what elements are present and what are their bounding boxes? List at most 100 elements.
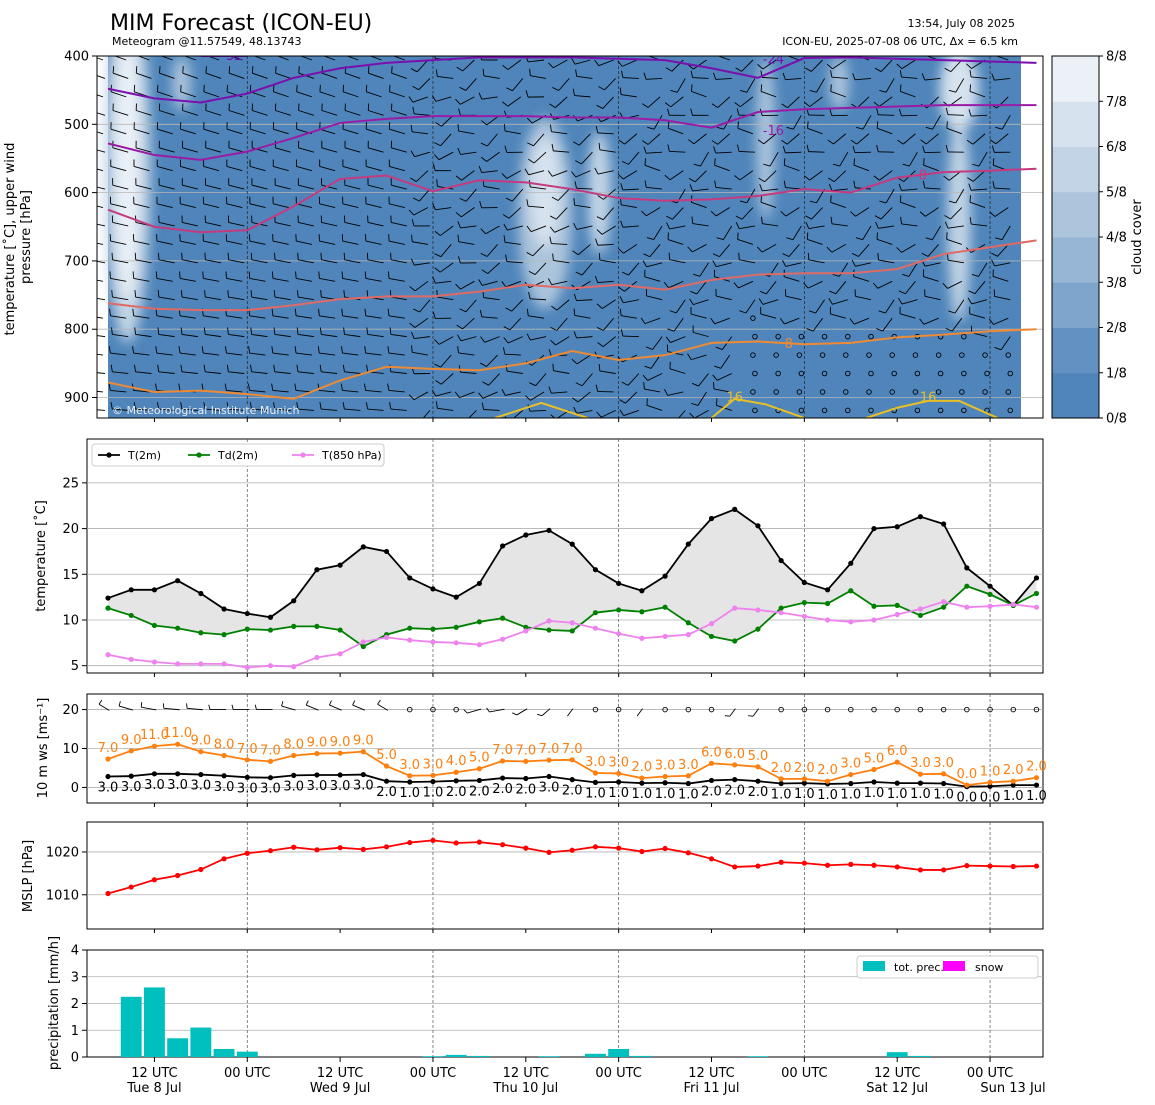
wind-series-point: [337, 750, 343, 756]
wind-barb-flag: [341, 346, 343, 354]
calm-wind-marker: [819, 352, 826, 358]
isotherm-line: [107, 56, 1037, 104]
wind-barb-flag: [828, 183, 833, 191]
wind-barb-flag: [664, 174, 671, 181]
wind-barb: [159, 110, 175, 116]
wind-barb: [576, 225, 593, 230]
wind-barb: [97, 353, 104, 356]
wind-barb: [597, 243, 614, 246]
mslp-series-point: [1010, 863, 1016, 870]
wind-barb-flag: [548, 349, 552, 357]
wind-barb-flag: [482, 381, 489, 386]
wind-barb: [160, 56, 173, 61]
wind-barb: [509, 317, 522, 331]
upper-air-ytick-label: 800: [64, 323, 89, 338]
wind-barb: [529, 280, 545, 289]
wind-barb: [598, 59, 614, 67]
wind-barb: [739, 259, 756, 264]
wind-barb: [182, 184, 198, 190]
wind-barb: [833, 170, 847, 182]
wind-value-label: 3.0: [191, 779, 212, 794]
wind-barb: [181, 296, 198, 301]
wind-barb: [535, 373, 547, 386]
wind-value-label: 2.0: [376, 785, 397, 800]
wind-barb-flag: [803, 282, 809, 289]
temperature-series-point: [175, 578, 181, 584]
wind-barb: [435, 96, 452, 102]
colorbar-tick-label: 1/8: [1106, 366, 1127, 381]
wind-series-point: [151, 771, 158, 777]
wind-barb-flag: [573, 308, 576, 316]
wind-barb-flag: [549, 226, 555, 233]
wind-barb: [346, 56, 359, 61]
wind-barb: [946, 238, 962, 245]
wind-series-point: [1010, 778, 1016, 784]
wind-barb: [653, 225, 663, 240]
wind-barb: [581, 151, 593, 165]
wind-barb-flag: [829, 108, 833, 116]
wind-barb-flag: [759, 290, 767, 295]
wind-ylabel: 10 m ws [ms⁻¹]: [36, 698, 51, 799]
wind-barb: [440, 244, 452, 257]
wind-barb: [878, 259, 895, 264]
wind-barb-flag: [296, 402, 299, 410]
temperature-series-point: [383, 548, 390, 555]
wind-barb: [994, 187, 1011, 190]
wind-barb-flag: [529, 382, 536, 387]
wind-barb-flag: [410, 177, 417, 182]
wind-barb-flag: [852, 73, 856, 80]
wind-barb-flag: [832, 163, 840, 167]
wind-barb: [97, 242, 104, 245]
temperature-series-point: [569, 541, 575, 547]
wind-series-point: [500, 775, 506, 781]
wind-series-point: [917, 771, 924, 777]
wind-barb: [901, 223, 918, 227]
wind-barb: [576, 75, 593, 79]
wind-barb-flag: [250, 48, 251, 55]
wind-barb: [367, 333, 384, 338]
wind-barb-flag: [551, 196, 559, 201]
wind-barb: [508, 207, 522, 219]
wind-barb-flag: [457, 124, 460, 132]
legend-label: T(2m): [127, 449, 161, 462]
wind-barb-flag: [643, 382, 645, 390]
wind-value-label: 1.0: [655, 787, 676, 802]
wind-barb-flag: [664, 102, 672, 108]
colorbar-label: cloud cover: [1130, 199, 1145, 275]
wind-barb: [412, 131, 429, 135]
wind-barb-flag: [432, 276, 436, 284]
wind-barb: [483, 185, 500, 190]
wind-barb-flag: [573, 293, 577, 301]
wind-barb-flag: [667, 144, 670, 152]
wind-barb: [646, 151, 663, 154]
calm-wind-marker: [866, 352, 872, 358]
wind-barb: [693, 59, 707, 70]
chart-subtitle: Meteogram @11.57549, 48.13743: [112, 35, 302, 48]
wind-barb: [458, 130, 475, 135]
wind-barb-flag: [689, 184, 694, 192]
wind-barb-flag: [737, 144, 740, 152]
wind-value-label: 1.0: [933, 788, 954, 803]
wind-barb-flag: [208, 704, 211, 710]
wind-barb-flag: [807, 121, 809, 129]
wind-barb-flag: [157, 327, 160, 335]
wind-barb: [368, 72, 384, 79]
wind-barb-flag: [318, 308, 320, 316]
wind-barb: [530, 186, 547, 190]
colorbar-tick-label: 0/8: [1106, 412, 1127, 427]
calm-wind-marker: [1010, 706, 1017, 713]
wind-barb-flag: [574, 181, 577, 189]
calm-wind-marker: [819, 389, 826, 395]
wind-barb: [954, 299, 965, 314]
wind-barb-flag: [830, 195, 832, 203]
wind-series-point: [546, 773, 552, 780]
wind-barb-flag: [643, 146, 647, 154]
wind-barb-flag: [86, 309, 87, 316]
temperature-ytick-label: 25: [62, 476, 79, 491]
wind-barb: [623, 299, 639, 304]
wind-barb-flag: [693, 273, 700, 277]
wind-barb: [855, 262, 872, 267]
wind-barb: [551, 280, 568, 286]
wind-value-label: 1.0: [887, 787, 908, 802]
wind-barb: [110, 91, 127, 98]
